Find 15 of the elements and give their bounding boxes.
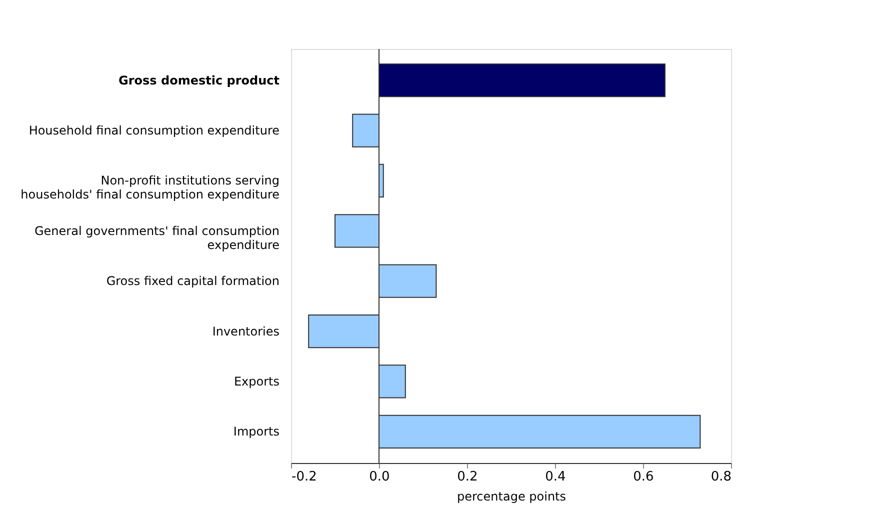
y-tick-label: Non-profit institutions serving households' final consumption expenditure [20, 174, 280, 202]
y-tick-label: Exports [234, 374, 280, 388]
x-tick-label: 0.4 [545, 470, 566, 484]
x-tick-label: -0.2 [292, 470, 317, 484]
y-tick-label: Household final consumption expenditure [28, 124, 280, 138]
y-tick-label: Inventories [212, 324, 280, 338]
x-tick-label: 0.2 [457, 470, 478, 484]
y-tick-label: Gross fixed capital formation [106, 274, 280, 288]
x-tick-label: 0.6 [633, 470, 654, 484]
y-tick-label: Gross domestic product [118, 73, 280, 88]
y-tick-label: General governments' final consumption expenditure [34, 224, 280, 252]
y-tick-label: Imports [233, 424, 280, 439]
x-axis-title: percentage points [457, 490, 566, 504]
x-tick-label: 0.8 [710, 470, 732, 484]
x-tick-label: 0.0 [369, 470, 390, 484]
